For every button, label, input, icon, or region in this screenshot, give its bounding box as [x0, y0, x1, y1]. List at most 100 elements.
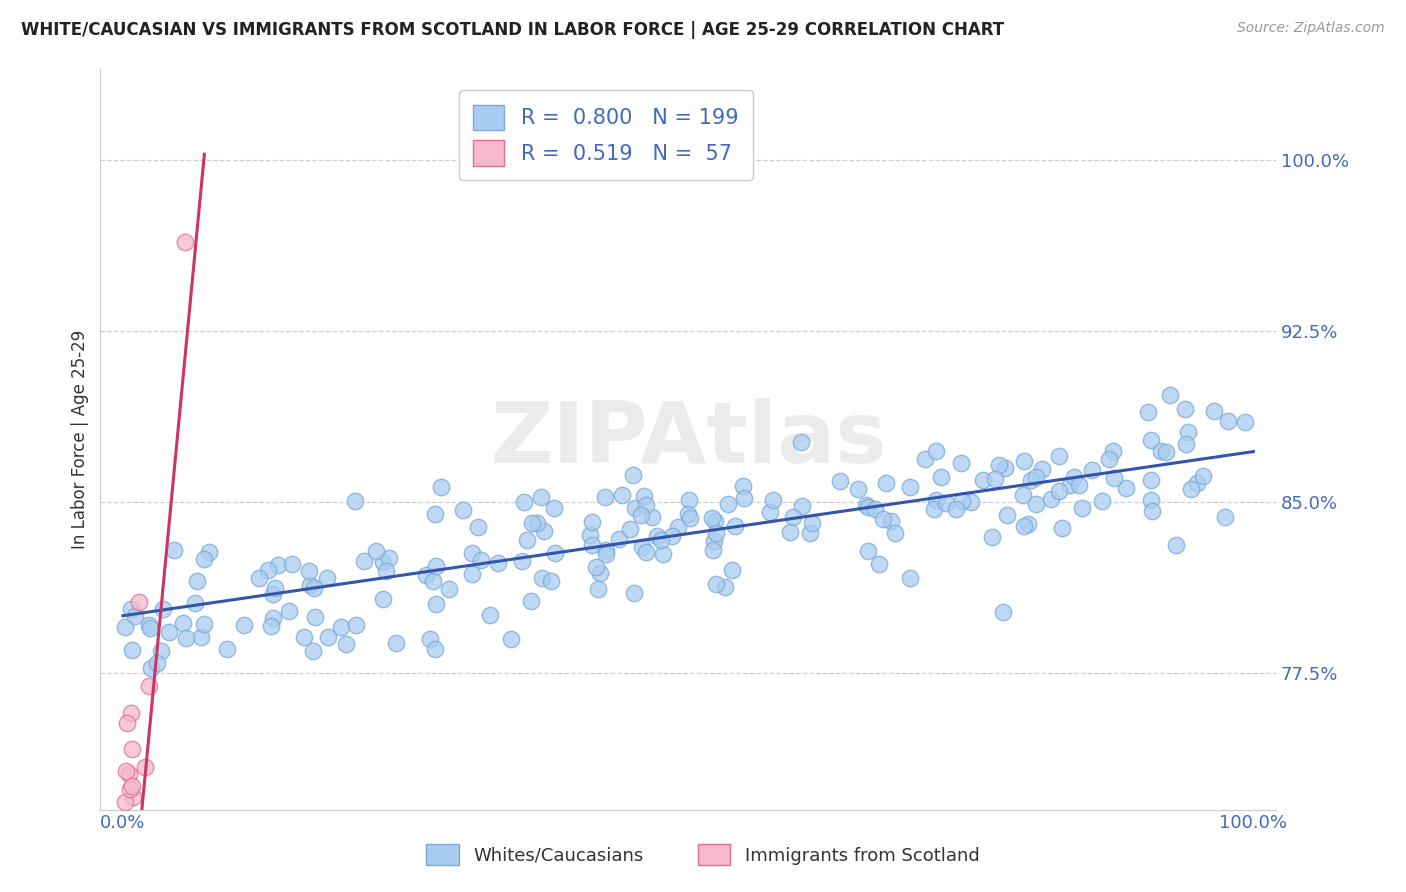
Point [217, 641, 239, 656]
Point [828, 474, 851, 488]
Point [1115, 481, 1137, 495]
Point [292, 630, 315, 644]
Point [1080, 463, 1102, 477]
Point [118, 767, 141, 781]
Point [731, 479, 754, 493]
Point [704, 576, 727, 591]
Point [120, 602, 142, 616]
Point [790, 435, 813, 450]
Point [264, 581, 287, 595]
Point [174, 631, 197, 645]
Point [124, 609, 146, 624]
Point [128, 595, 150, 609]
Point [478, 607, 501, 622]
Point [863, 501, 886, 516]
Point [193, 551, 215, 566]
Point [190, 631, 212, 645]
Point [984, 472, 1007, 486]
Point [120, 706, 142, 721]
Point [512, 495, 534, 509]
Point [121, 741, 143, 756]
Point [846, 482, 869, 496]
Point [1142, 503, 1164, 517]
Point [247, 571, 270, 585]
Point [581, 538, 603, 552]
Point [720, 563, 742, 577]
Point [316, 571, 339, 585]
Point [1185, 476, 1208, 491]
Point [595, 543, 617, 558]
Point [991, 605, 1014, 619]
Point [375, 564, 398, 578]
Point [467, 520, 489, 534]
Point [304, 610, 326, 624]
Point [437, 582, 460, 596]
Point [676, 507, 699, 521]
Point [520, 593, 543, 607]
Point [1025, 497, 1047, 511]
Point [782, 510, 804, 524]
Point [935, 496, 957, 510]
Point [461, 545, 484, 559]
Point [150, 644, 173, 658]
Point [139, 661, 162, 675]
Point [316, 631, 339, 645]
Point [540, 574, 562, 588]
Point [530, 490, 553, 504]
Point [925, 492, 948, 507]
Point [636, 545, 658, 559]
Point [146, 656, 169, 670]
Point [343, 494, 366, 508]
Point [1067, 478, 1090, 492]
Point [633, 489, 655, 503]
Point [1154, 445, 1177, 459]
Point [132, 826, 155, 840]
Point [344, 618, 367, 632]
Point [855, 498, 877, 512]
Point [1175, 436, 1198, 450]
Point [759, 505, 782, 519]
Point [198, 544, 221, 558]
Point [1192, 469, 1215, 483]
Point [801, 516, 824, 531]
Point [925, 444, 948, 458]
Point [530, 571, 553, 585]
Point [995, 508, 1018, 522]
Point [193, 617, 215, 632]
Legend: Whites/Caucasians, Immigrants from Scotland: Whites/Caucasians, Immigrants from Scotl… [419, 837, 987, 872]
Point [779, 525, 801, 540]
Text: WHITE/CAUCASIAN VS IMMIGRANTS FROM SCOTLAND IN LABOR FORCE | AGE 25-29 CORRELATI: WHITE/CAUCASIAN VS IMMIGRANTS FROM SCOTL… [21, 21, 1004, 38]
Point [138, 679, 160, 693]
Point [1102, 470, 1125, 484]
Y-axis label: In Labor Force | Age 25-29: In Labor Force | Age 25-29 [72, 329, 89, 549]
Point [425, 559, 447, 574]
Point [112, 838, 135, 853]
Point [651, 547, 673, 561]
Point [1101, 444, 1123, 458]
Point [129, 880, 152, 892]
Point [704, 525, 727, 540]
Point [266, 558, 288, 573]
Point [1159, 388, 1181, 402]
Point [260, 618, 283, 632]
Point [1021, 473, 1043, 487]
Point [624, 501, 647, 516]
Point [117, 851, 139, 865]
Point [486, 556, 509, 570]
Point [118, 782, 141, 797]
Point [298, 564, 321, 578]
Point [1031, 461, 1053, 475]
Legend: R =  0.800   N = 199, R =  0.519   N =  57: R = 0.800 N = 199, R = 0.519 N = 57 [458, 90, 754, 180]
Point [980, 530, 1002, 544]
Point [856, 544, 879, 558]
Point [872, 512, 894, 526]
Point [425, 642, 447, 657]
Point [790, 499, 813, 513]
Point [641, 509, 664, 524]
Point [263, 611, 285, 625]
Point [1071, 500, 1094, 515]
Point [1059, 477, 1081, 491]
Point [993, 461, 1015, 475]
Point [717, 497, 740, 511]
Point [415, 568, 437, 582]
